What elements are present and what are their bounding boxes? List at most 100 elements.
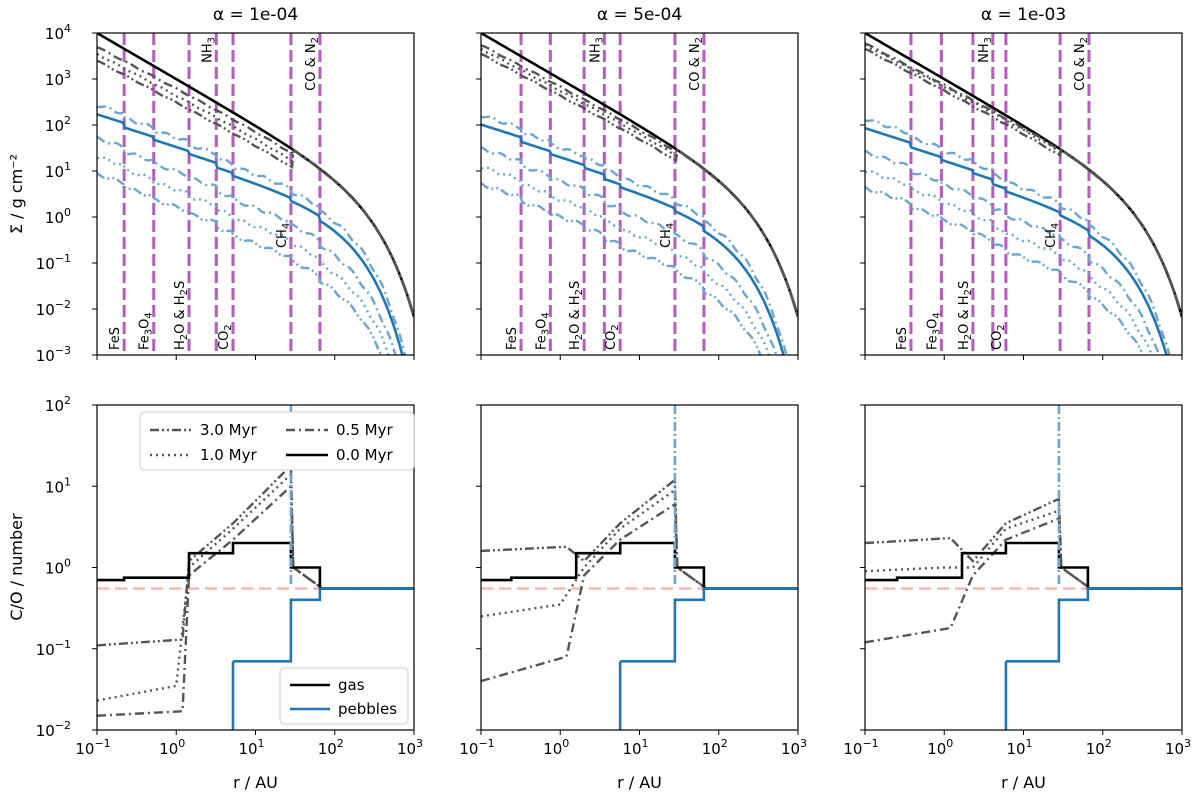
y-axis-label-top: Σ / g cm⁻² — [7, 154, 26, 234]
x-tick-label: 10−1 — [75, 737, 110, 758]
snowline-label-5: CH4 — [275, 223, 292, 248]
x-tick-label: 101 — [622, 737, 648, 758]
snowline-label-3: NH3 — [200, 37, 217, 63]
snowline-label-5: CH4 — [659, 223, 676, 248]
snowline-label-6: CO & N2 — [688, 37, 705, 91]
pebble-sigma-dash-dot — [865, 149, 1161, 355]
snowline-label-4: CO2 — [217, 324, 234, 350]
legend-time-label: 3.0 Myr — [200, 421, 257, 439]
y-tick-label-bottom: 101 — [45, 475, 71, 496]
pebble-sigma-dash-dot — [97, 105, 407, 355]
gas-sigma-dash-dot-dot — [97, 59, 414, 318]
gas-sigma-0-myr — [97, 33, 414, 318]
snowline-label-6: CO & N2 — [1073, 37, 1090, 91]
snowline-label-0: FeS — [895, 327, 910, 350]
pebble-co-0-myr — [233, 587, 414, 663]
gas-co-dash-dot — [97, 483, 414, 717]
bottom-panel-lines — [481, 405, 798, 730]
gas-co-0-myr — [97, 541, 414, 590]
gas-sigma-dash-dot — [865, 42, 1182, 317]
pebble-sigma-dotted — [97, 156, 390, 355]
panel-title: α = 1e-03 — [981, 5, 1066, 25]
x-tick-label: 10−1 — [843, 737, 878, 758]
y-tick-label-top: 103 — [45, 68, 71, 89]
x-tick-label: 103 — [397, 737, 423, 758]
y-tick-label-bottom: 10−1 — [36, 638, 71, 659]
bottom-panel-frame — [864, 404, 1183, 731]
pebble-sigma-dotted — [481, 166, 771, 355]
panel-title: α = 5e-04 — [597, 5, 682, 25]
x-axis-label: r / AU — [1001, 773, 1046, 792]
bottom-panel-lines — [865, 405, 1182, 730]
pebble-sigma-0-myr — [865, 126, 1168, 355]
gas-sigma-dash-dot-dot — [865, 47, 1182, 318]
top-panel-lines — [97, 33, 414, 355]
gas-co-dotted — [481, 487, 798, 618]
gas-co-dash-dot-dot — [865, 496, 1182, 590]
y-tick-label-bottom: 10−2 — [36, 719, 71, 740]
pebble-sigma-dotted — [865, 170, 1153, 355]
gas-sigma-dotted — [481, 47, 798, 318]
snowline-label-2: H2O & H2S — [957, 281, 974, 350]
pebble-sigma-0-myr — [481, 123, 785, 355]
x-tick-label: 101 — [238, 737, 264, 758]
gas-sigma-dotted — [97, 52, 414, 318]
snowline-label-0: FeS — [108, 327, 123, 350]
panel-title: α = 1e-04 — [213, 5, 298, 25]
pebble-sigma-dash-dot-dot — [481, 182, 762, 355]
gas-sigma-dash-dot — [481, 44, 798, 317]
x-axis-label: r / AU — [617, 773, 662, 792]
bottom-panel-lines — [97, 405, 414, 730]
legend-time-label: 0.5 Myr — [336, 421, 393, 439]
pebble-sigma-dash-dot-dot — [865, 185, 1145, 355]
gas-sigma-dash-dot-dot — [481, 52, 798, 318]
legend-time-box — [139, 411, 415, 471]
x-tick-label: 102 — [1086, 737, 1112, 758]
gas-sigma-dash-dot — [97, 46, 414, 317]
gas-co-dash-dot-dot — [97, 462, 414, 647]
y-tick-label-bottom: 102 — [45, 394, 71, 415]
snowline-label-6: CO & N2 — [304, 37, 321, 91]
pebble-sigma-dash-dot — [865, 119, 1171, 355]
snowline-label-2: H2O & H2S — [568, 281, 585, 350]
y-tick-label-top: 10−1 — [36, 252, 71, 273]
top-panel-frame — [96, 32, 415, 356]
pebble-sigma-0-myr — [97, 113, 404, 355]
snowline-label-1: Fe3O4 — [925, 312, 942, 350]
gas-co-0-myr — [481, 541, 798, 590]
top-panel-lines — [481, 33, 798, 355]
snowline-label-1: Fe3O4 — [534, 312, 551, 350]
legend-time-label: 1.0 Myr — [200, 446, 257, 464]
x-axis-label: r / AU — [233, 773, 278, 792]
top-panel-frame — [864, 32, 1183, 356]
x-tick-label: 100 — [159, 737, 185, 758]
gas-sigma-0-myr — [481, 33, 798, 318]
y-tick-label-top: 100 — [45, 206, 71, 227]
y-tick-label-top: 102 — [45, 114, 71, 135]
y-axis-label-bottom: C/O / number — [7, 513, 26, 621]
legend-time: 3.0 Myr 0.5 Myr 1.0 Myr 0.0 Myr — [139, 411, 415, 471]
y-tick-label-top: 101 — [45, 160, 71, 181]
y-tick-label-top: 10−2 — [36, 298, 71, 319]
x-tick-label: 102 — [702, 737, 728, 758]
snowline-label-3: NH3 — [588, 37, 605, 63]
bottom-panel-frame — [480, 404, 799, 731]
pebble-sigma-dash-dot-dot — [97, 172, 383, 355]
x-tick-label: 10−1 — [459, 737, 494, 758]
y-tick-label-top: 10−3 — [36, 344, 71, 365]
pebble-sigma-dash-dot — [97, 135, 397, 355]
gas-co-dash-dot-dot — [481, 477, 798, 590]
snowline-label-0: FeS — [505, 327, 520, 350]
snowline-label-4: CO2 — [604, 324, 621, 350]
legend-phase: gas pebbles — [279, 667, 409, 725]
pebble-sigma-dash-dot — [481, 115, 788, 355]
legend-phase-label: gas — [338, 676, 365, 694]
x-tick-label: 102 — [318, 737, 344, 758]
snowline-label-4: CO2 — [990, 324, 1007, 350]
snowline-label-1: Fe3O4 — [138, 312, 155, 350]
y-tick-label-bottom: 100 — [45, 557, 71, 578]
snowline-label-5: CH4 — [1044, 223, 1061, 248]
gas-co-dotted — [865, 509, 1182, 590]
x-tick-label: 100 — [927, 737, 953, 758]
